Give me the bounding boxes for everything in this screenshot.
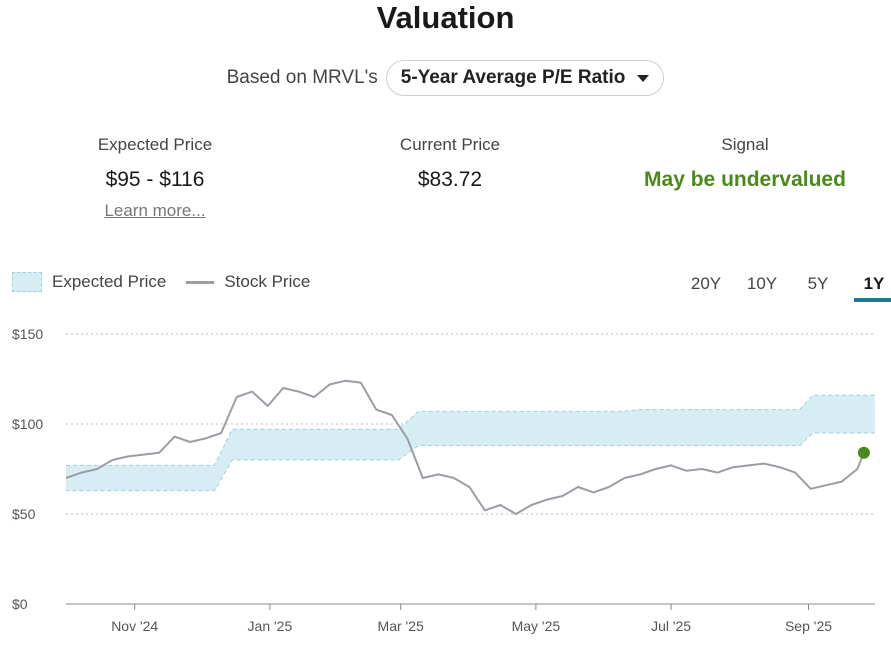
range-tab-1y[interactable]: 1Y [854, 270, 891, 302]
caret-down-icon [637, 74, 650, 82]
expected-price-stat: Expected Price $95 - $116 Learn more... [35, 135, 275, 221]
signal-label: Signal [721, 135, 769, 154]
current-price-dot [857, 446, 870, 459]
legend-stock-label: Stock Price [224, 272, 311, 291]
y-tick-label: $100 [12, 416, 43, 432]
x-tick-label: Mar '25 [378, 618, 424, 634]
y-tick-label: $50 [12, 506, 36, 522]
x-tick-label: Sep '25 [785, 618, 832, 634]
y-tick-label: $150 [12, 326, 43, 342]
y-tick-label: $0 [12, 596, 28, 612]
current-price-label: Current Price [399, 135, 501, 154]
expected-price-value: $95 - $116 [105, 168, 205, 191]
legend-expected-label: Expected Price [52, 272, 167, 291]
valuation-method-value: 5-Year Average P/E Ratio [400, 67, 626, 88]
basis-prefix: Based on MRVL's [226, 67, 378, 88]
range-tab-5y[interactable]: 5Y [807, 274, 829, 293]
expected-price-swatch [12, 272, 42, 292]
stock-price-line [65, 379, 865, 515]
signal-stat: Signal May be undervalued [625, 135, 865, 193]
x-tick-label: Nov '24 [111, 618, 158, 634]
stock-price-swatch [186, 280, 215, 284]
learn-more-link[interactable]: Learn more... [104, 201, 206, 220]
chart-legend: Expected Price Stock Price [12, 272, 310, 292]
expected-price-upper [66, 394, 875, 466]
page-title: Valuation [376, 0, 515, 35]
x-tick-label: May '25 [512, 618, 561, 634]
valuation-method-dropdown[interactable]: 5-Year Average P/E Ratio [385, 60, 665, 96]
range-tab-20y[interactable]: 20Y [690, 274, 722, 293]
x-tick-label: Jan '25 [248, 618, 293, 634]
expected-price-lower [66, 432, 875, 492]
signal-value: May be undervalued [644, 168, 846, 191]
x-tick-label: Jul '25 [651, 618, 691, 634]
current-price-value: $83.72 [417, 168, 483, 191]
time-range-tabs: 20Y 10Y 5Y 1Y [678, 270, 891, 302]
current-price-stat: Current Price $83.72 [330, 135, 570, 193]
valuation-basis-row: Based on MRVL's 5-Year Average P/E Ratio [0, 60, 891, 96]
range-tab-10y[interactable]: 10Y [746, 274, 778, 293]
expected-price-label: Expected Price [97, 135, 213, 154]
expected-price-band [66, 395, 875, 491]
